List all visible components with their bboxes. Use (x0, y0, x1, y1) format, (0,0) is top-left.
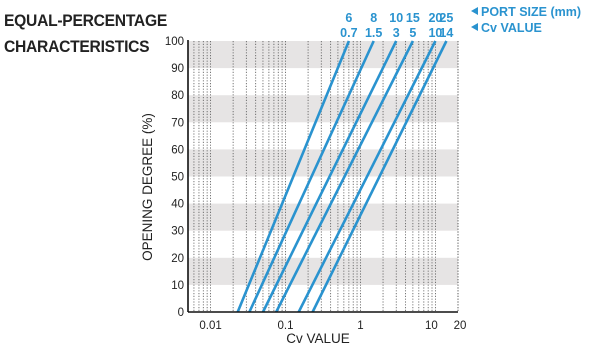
x-tick-label: 20 (454, 320, 467, 332)
x-tick-label: 10 (425, 320, 438, 332)
chart-title-line-2: CHARACTERISTICS (4, 37, 150, 56)
cv-value-label: 14 (439, 26, 453, 40)
cv-value-header: Cv VALUE (481, 21, 542, 35)
y-tick-label: 10 (171, 280, 184, 292)
port-size-header: PORT SIZE (mm) (481, 5, 581, 19)
series-line-port-10 (261, 40, 398, 313)
y-axis-label: OPENING DEGREE (%) (140, 113, 155, 261)
series-line-port-8 (248, 40, 375, 313)
series-lines (236, 40, 448, 313)
port-size-label: 15 (406, 11, 420, 25)
chart-title-line-1: EQUAL-PERCENTAGE (4, 11, 167, 30)
series-line-port-25 (311, 40, 448, 313)
port-size-label: 20 (428, 11, 442, 25)
port-size-label: 8 (370, 11, 377, 25)
cv-value-label: 1.5 (365, 26, 382, 40)
y-tick-label: 70 (171, 117, 184, 129)
y-tick-labels: 0 10 20 30 40 50 60 70 80 90 100 (165, 36, 184, 319)
gray-band (188, 41, 458, 69)
x-tick-label: 0.01 (199, 320, 221, 332)
x-axis-label: Cv VALUE (286, 331, 350, 346)
series-line-port-20 (297, 40, 437, 313)
cv-value-label: 5 (409, 26, 416, 40)
x-tick-label: 0.1 (278, 320, 294, 332)
cv-value-label: 10 (428, 26, 442, 40)
y-tick-label: 40 (171, 199, 184, 211)
y-tick-label: 60 (171, 144, 184, 156)
y-tick-label: 90 (171, 63, 184, 75)
y-tick-label: 0 (178, 307, 184, 319)
x-tick-labels: 0.01 0.1 1 10 20 (199, 320, 466, 332)
cv-value-label: 0.7 (340, 26, 357, 40)
axes (187, 40, 458, 313)
cv-value-label: 3 (393, 26, 400, 40)
series-line-port-15 (275, 40, 415, 313)
port-size-label: 6 (345, 11, 352, 25)
y-tick-label: 80 (171, 90, 184, 102)
port-size-label: 25 (439, 11, 453, 25)
y-tick-label: 20 (171, 253, 184, 265)
left-arrow-icon (471, 7, 478, 15)
y-tick-label: 30 (171, 226, 184, 238)
series-line-port-6 (236, 40, 351, 313)
y-tick-label: 50 (171, 172, 184, 184)
left-arrow-icon (471, 23, 478, 31)
x-tick-label: 1 (357, 320, 363, 332)
port-size-label: 10 (389, 11, 403, 25)
y-tick-label: 100 (165, 36, 184, 48)
